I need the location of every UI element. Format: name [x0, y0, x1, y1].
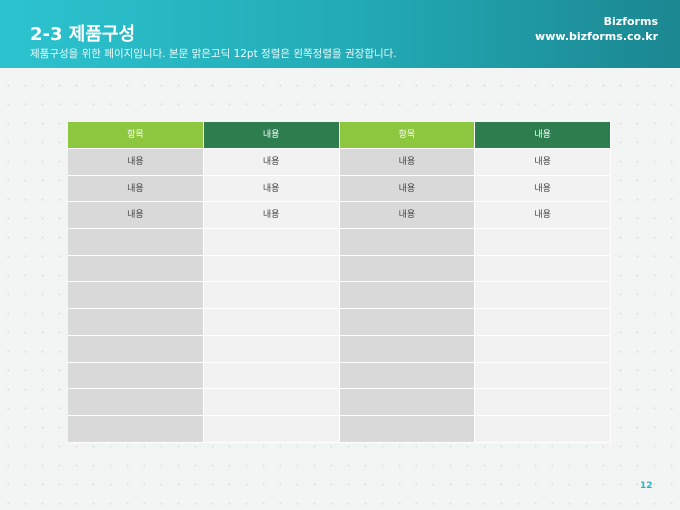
empty-cell [203, 335, 340, 363]
brand: Bizforms [603, 15, 658, 28]
empty-cell [68, 389, 204, 416]
table-cell: 내용 [339, 202, 476, 230]
table-cell: 내용 [203, 202, 340, 230]
empty-cell [475, 255, 611, 283]
empty-cell [339, 389, 476, 416]
table-cell: 내용 [339, 175, 476, 203]
header-band: 2-3 제품구성 제품구성을 위한 페이지입니다. 본문 맑은고딕 12pt 정… [0, 0, 680, 68]
empty-cell [203, 229, 340, 256]
empty-cell [339, 255, 476, 283]
empty-cell [203, 389, 340, 416]
empty-cell [68, 415, 204, 443]
header-cell: 내용 [203, 122, 340, 149]
empty-cell [339, 282, 476, 310]
table: 항목 내용 항목 내용 내용 내용 내용 내용 내용 내용 내용 내용 내용 내용 내용 내용 [68, 122, 611, 443]
empty-cell [203, 309, 340, 336]
empty-cell [475, 362, 611, 390]
table-cell: 내용 [475, 149, 611, 176]
empty-cell [339, 362, 476, 390]
url: www.bizforms.co.kr [535, 30, 658, 43]
empty-cell [203, 282, 340, 310]
table-cell: 내용 [203, 149, 340, 176]
page-number: 12 [640, 481, 653, 491]
table-cell: 내용 [68, 202, 204, 230]
empty-cell [475, 335, 611, 363]
empty-cell [203, 362, 340, 390]
empty-cell [68, 282, 204, 310]
empty-cell [475, 389, 611, 416]
subtitle: 제품구성을 위한 페이지입니다. 본문 맑은고딕 12pt 정렬은 왼쪽정렬을 … [30, 48, 397, 60]
header-cell: 내용 [475, 122, 611, 149]
header-cell: 항목 [339, 122, 476, 149]
empty-cell [68, 229, 204, 256]
empty-cell [68, 255, 204, 283]
empty-cell [68, 335, 204, 363]
title: 2-3 제품구성 [30, 24, 136, 45]
table-cell: 내용 [68, 175, 204, 203]
table-cell: 내용 [475, 175, 611, 203]
empty-cell [68, 309, 204, 336]
empty-cell [339, 229, 476, 256]
header-cell: 항목 [68, 122, 204, 149]
empty-cell [203, 415, 340, 443]
empty-cell [339, 415, 476, 443]
empty-cell [68, 362, 204, 390]
table-cell: 내용 [68, 149, 204, 176]
empty-cell [475, 282, 611, 310]
empty-cell [475, 229, 611, 256]
empty-cell [339, 335, 476, 363]
table-cell: 내용 [475, 202, 611, 230]
empty-cell [475, 415, 611, 443]
empty-cell [475, 309, 611, 336]
table-cell: 내용 [203, 175, 340, 203]
table-cell: 내용 [339, 149, 476, 176]
empty-cell [339, 309, 476, 336]
empty-cell [203, 255, 340, 283]
